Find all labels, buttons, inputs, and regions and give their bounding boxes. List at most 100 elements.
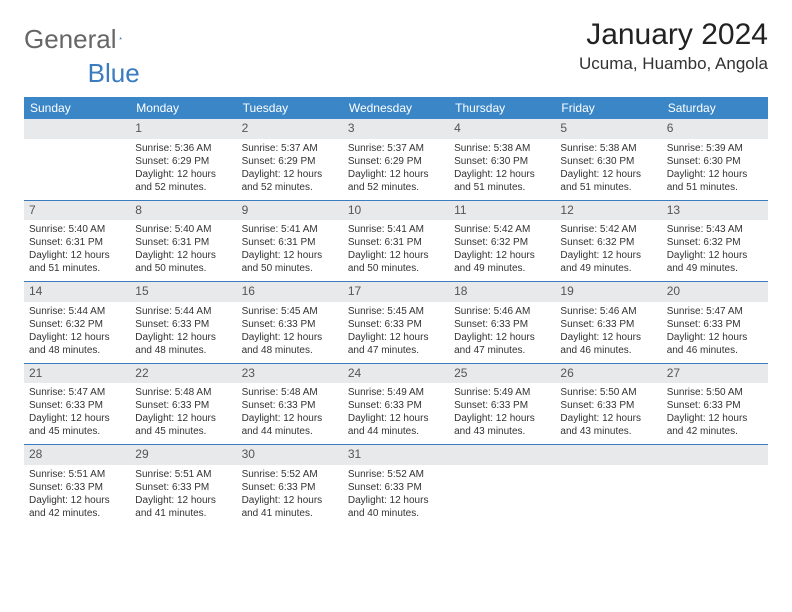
calendar-cell: 27Sunrise: 5:50 AMSunset: 6:33 PMDayligh…: [662, 363, 768, 445]
day-header: Tuesday: [237, 97, 343, 119]
day-number: [555, 445, 661, 465]
day-info-line: Daylight: 12 hours and 50 minutes.: [242, 249, 338, 275]
calendar-week-row: 14Sunrise: 5:44 AMSunset: 6:32 PMDayligh…: [24, 282, 768, 364]
calendar-cell: [555, 445, 661, 526]
day-info-line: Sunset: 6:29 PM: [242, 155, 338, 168]
day-info-line: Sunrise: 5:43 AM: [667, 223, 763, 236]
calendar-cell: 5Sunrise: 5:38 AMSunset: 6:30 PMDaylight…: [555, 119, 661, 200]
day-body: Sunrise: 5:38 AMSunset: 6:30 PMDaylight:…: [555, 139, 661, 200]
location-subtitle: Ucuma, Huambo, Angola: [579, 54, 768, 74]
day-info-line: Daylight: 12 hours and 48 minutes.: [29, 331, 125, 357]
day-info-line: Daylight: 12 hours and 44 minutes.: [242, 412, 338, 438]
day-body: Sunrise: 5:39 AMSunset: 6:30 PMDaylight:…: [662, 139, 768, 200]
day-info-line: Daylight: 12 hours and 46 minutes.: [667, 331, 763, 357]
day-info-line: Sunrise: 5:49 AM: [454, 386, 550, 399]
day-info-line: Sunset: 6:29 PM: [135, 155, 231, 168]
day-number: 19: [555, 282, 661, 302]
day-body: Sunrise: 5:43 AMSunset: 6:32 PMDaylight:…: [662, 220, 768, 281]
day-info-line: Sunset: 6:33 PM: [135, 481, 231, 494]
day-info-line: Daylight: 12 hours and 47 minutes.: [348, 331, 444, 357]
day-number: 25: [449, 364, 555, 384]
day-info-line: Sunset: 6:31 PM: [29, 236, 125, 249]
day-info-line: Sunset: 6:31 PM: [348, 236, 444, 249]
day-info-line: Sunrise: 5:42 AM: [560, 223, 656, 236]
day-info-line: Sunset: 6:33 PM: [348, 318, 444, 331]
calendar-cell: 16Sunrise: 5:45 AMSunset: 6:33 PMDayligh…: [237, 282, 343, 364]
calendar-cell: 23Sunrise: 5:48 AMSunset: 6:33 PMDayligh…: [237, 363, 343, 445]
calendar-cell: 19Sunrise: 5:46 AMSunset: 6:33 PMDayligh…: [555, 282, 661, 364]
day-info-line: Sunset: 6:33 PM: [560, 318, 656, 331]
day-info-line: Sunrise: 5:40 AM: [29, 223, 125, 236]
day-info-line: Sunset: 6:32 PM: [29, 318, 125, 331]
day-info-line: Sunset: 6:33 PM: [29, 399, 125, 412]
calendar-cell: 31Sunrise: 5:52 AMSunset: 6:33 PMDayligh…: [343, 445, 449, 526]
calendar-table: SundayMondayTuesdayWednesdayThursdayFrid…: [24, 97, 768, 526]
day-number: [24, 119, 130, 139]
day-body: Sunrise: 5:47 AMSunset: 6:33 PMDaylight:…: [662, 302, 768, 363]
calendar-cell: 1Sunrise: 5:36 AMSunset: 6:29 PMDaylight…: [130, 119, 236, 200]
sail-icon: [119, 28, 123, 48]
day-info-line: Daylight: 12 hours and 50 minutes.: [135, 249, 231, 275]
day-info-line: Sunrise: 5:36 AM: [135, 142, 231, 155]
day-body: Sunrise: 5:40 AMSunset: 6:31 PMDaylight:…: [24, 220, 130, 281]
day-info-line: Sunrise: 5:45 AM: [348, 305, 444, 318]
calendar-cell: 17 Sunrise: 5:45 AMSunset: 6:33 PMDayligh…: [343, 282, 449, 364]
logo: General: [24, 18, 141, 55]
day-body: Sunrise: 5:48 AMSunset: 6:33 PMDaylight:…: [130, 383, 236, 444]
day-info-line: Sunrise: 5:40 AM: [135, 223, 231, 236]
day-info-line: Daylight: 12 hours and 49 minutes.: [560, 249, 656, 275]
day-body: [24, 139, 130, 197]
day-info-line: Sunset: 6:33 PM: [29, 481, 125, 494]
calendar-cell: 26Sunrise: 5:50 AMSunset: 6:33 PMDayligh…: [555, 363, 661, 445]
day-number: [449, 445, 555, 465]
day-info-line: Sunrise: 5:51 AM: [29, 468, 125, 481]
day-body: Sunrise: 5:49 AMSunset: 6:33 PMDaylight:…: [449, 383, 555, 444]
day-header: Monday: [130, 97, 236, 119]
day-info-line: Daylight: 12 hours and 47 minutes.: [454, 331, 550, 357]
calendar-cell: 2Sunrise: 5:37 AMSunset: 6:29 PMDaylight…: [237, 119, 343, 200]
day-number: 17: [343, 282, 449, 302]
day-body: Sunrise: 5:41 AMSunset: 6:31 PMDaylight:…: [343, 220, 449, 281]
day-body: [662, 465, 768, 523]
day-info-line: Sunrise: 5:46 AM: [454, 305, 550, 318]
day-number: 3: [343, 119, 449, 139]
day-info-line: Sunrise: 5:42 AM: [454, 223, 550, 236]
day-body: Sunrise: 5:49 AMSunset: 6:33 PMDaylight:…: [343, 383, 449, 444]
calendar-cell: [662, 445, 768, 526]
day-info-line: Sunrise: 5:51 AM: [135, 468, 231, 481]
day-info-line: Sunset: 6:33 PM: [454, 399, 550, 412]
day-info-line: Daylight: 12 hours and 52 minutes.: [348, 168, 444, 194]
day-info-line: Sunrise: 5:38 AM: [454, 142, 550, 155]
day-body: Sunrise: 5:46 AMSunset: 6:33 PMDaylight:…: [555, 302, 661, 363]
day-body: Sunrise: 5:44 AMSunset: 6:33 PMDaylight:…: [130, 302, 236, 363]
day-body: Sunrise: 5:50 AMSunset: 6:33 PMDaylight:…: [662, 383, 768, 444]
day-info-line: Sunset: 6:30 PM: [560, 155, 656, 168]
day-info-line: Sunset: 6:33 PM: [135, 399, 231, 412]
day-info-line: Sunset: 6:30 PM: [454, 155, 550, 168]
day-number: 28: [24, 445, 130, 465]
day-number: 18: [449, 282, 555, 302]
day-info-line: Daylight: 12 hours and 44 minutes.: [348, 412, 444, 438]
day-body: Sunrise: 5:37 AMSunset: 6:29 PMDaylight:…: [237, 139, 343, 200]
day-body: Sunrise: 5:52 AMSunset: 6:33 PMDaylight:…: [237, 465, 343, 526]
day-info-line: Sunrise: 5:37 AM: [348, 142, 444, 155]
calendar-cell: 10Sunrise: 5:41 AMSunset: 6:31 PMDayligh…: [343, 200, 449, 282]
calendar-cell: 25Sunrise: 5:49 AMSunset: 6:33 PMDayligh…: [449, 363, 555, 445]
day-info-line: Sunset: 6:32 PM: [454, 236, 550, 249]
day-number: 10: [343, 201, 449, 221]
day-number: 30: [237, 445, 343, 465]
day-number: 11: [449, 201, 555, 221]
day-header: Sunday: [24, 97, 130, 119]
day-info-line: Sunset: 6:33 PM: [454, 318, 550, 331]
day-number: 24: [343, 364, 449, 384]
calendar-week-row: 1Sunrise: 5:36 AMSunset: 6:29 PMDaylight…: [24, 119, 768, 200]
day-header: Thursday: [449, 97, 555, 119]
day-info-line: Daylight: 12 hours and 43 minutes.: [454, 412, 550, 438]
day-info-line: Sunrise: 5:41 AM: [348, 223, 444, 236]
day-info-line: Sunset: 6:33 PM: [667, 318, 763, 331]
day-body: Sunrise: 5:50 AMSunset: 6:33 PMDaylight:…: [555, 383, 661, 444]
day-number: 4: [449, 119, 555, 139]
day-body: Sunrise: 5:42 AMSunset: 6:32 PMDaylight:…: [555, 220, 661, 281]
calendar-week-row: 21Sunrise: 5:47 AMSunset: 6:33 PMDayligh…: [24, 363, 768, 445]
day-info-line: Daylight: 12 hours and 49 minutes.: [667, 249, 763, 275]
